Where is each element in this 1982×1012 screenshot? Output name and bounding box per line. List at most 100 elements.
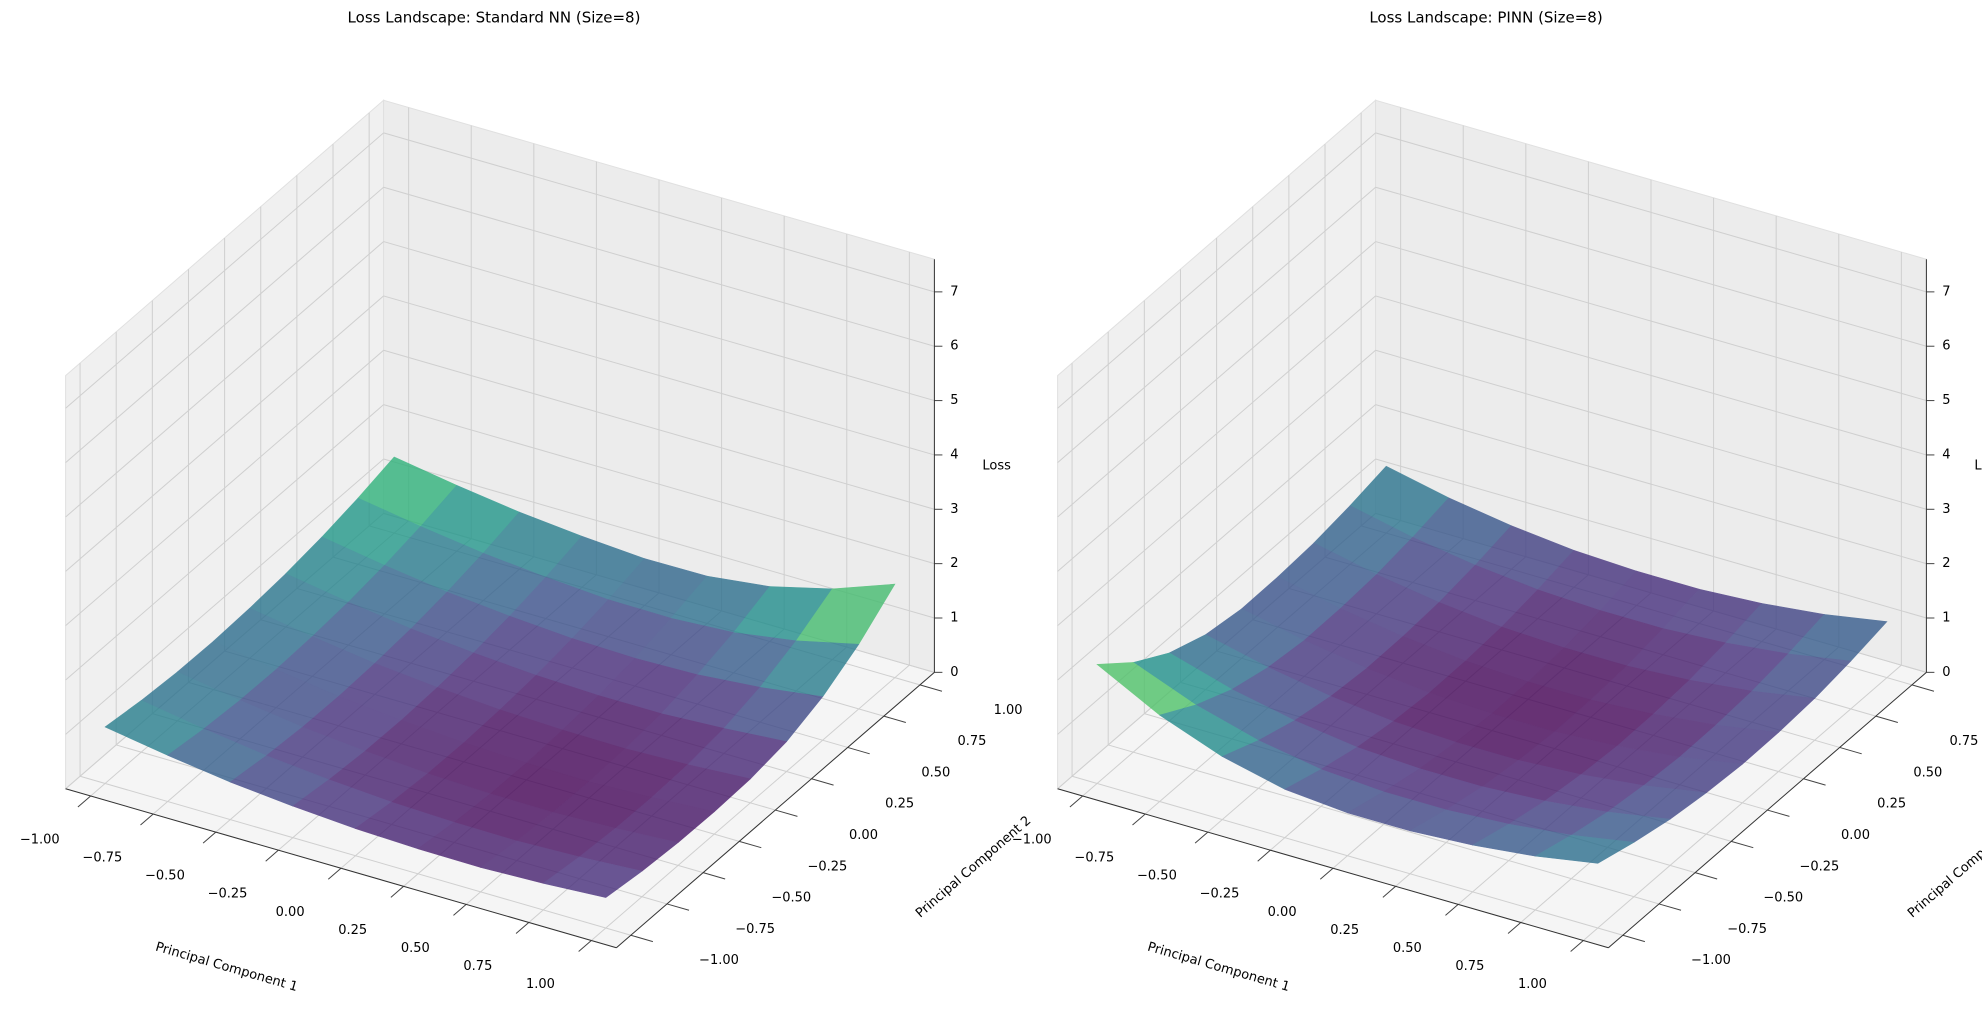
- subplot: −1.00 −0.75 −0.50 −0.25 0.00 0.25 0.50 0.75 1.00…: [1012, 9, 1982, 996]
- x-tick-label: −0.50: [1137, 869, 1177, 884]
- chart-title: Loss Landscape: Standard NN (Size=8): [348, 9, 641, 27]
- z-tick-label: 6: [1942, 339, 1950, 354]
- x-tick-mark: [1257, 849, 1271, 862]
- x-tick-label: −1.00: [20, 833, 60, 848]
- z-tick-label: 5: [1942, 393, 1950, 408]
- z-tick-label: 4: [1942, 447, 1950, 462]
- grid-line: [1375, 132, 1927, 293]
- y-tick-mark: [739, 840, 762, 849]
- grid-line: [1375, 241, 1927, 402]
- y-tick-label: 0.50: [921, 765, 950, 780]
- y-tick-mark: [811, 778, 834, 786]
- x-tick-label: −0.25: [208, 887, 248, 902]
- x-tick-label: −0.50: [145, 869, 185, 884]
- x-tick-label: 0.00: [276, 905, 305, 920]
- x-tick-mark: [578, 940, 592, 952]
- x-tick-label: −0.25: [1200, 887, 1240, 902]
- y-tick-label: 0.25: [1877, 797, 1906, 812]
- y-tick-mark: [1839, 746, 1862, 755]
- grid-line: [1375, 295, 1927, 456]
- z-tick-label: 2: [1942, 556, 1950, 571]
- surface: [104, 456, 896, 898]
- x-tick-mark: [1194, 831, 1209, 844]
- y-tick-label: −0.50: [1763, 891, 1803, 906]
- y-axis-label: Principal Component 2: [913, 813, 1034, 921]
- grid-line: [1375, 404, 1927, 565]
- x-axis-line: [1057, 788, 1609, 949]
- grid-line: [1057, 241, 1376, 518]
- y-tick-mark: [1658, 903, 1682, 911]
- y-tick-label: −0.25: [1799, 859, 1839, 874]
- y-tick-mark: [1622, 934, 1646, 943]
- y-tick-label: 0.00: [849, 828, 878, 843]
- y-tick-label: 0.50: [1913, 765, 1942, 780]
- y-tick-label: 0.75: [957, 734, 986, 749]
- y-tick-mark: [666, 903, 690, 911]
- x-tick-label: −0.75: [1074, 851, 1114, 866]
- grid-line: [1375, 458, 1927, 619]
- z-tick-label: 1: [1942, 610, 1950, 625]
- z-tick-label: 6: [950, 339, 958, 354]
- x-tick-label: −0.75: [82, 851, 122, 866]
- z-tick-label: 5: [950, 393, 958, 408]
- grid-line: [383, 186, 935, 347]
- surface-cell: [542, 856, 643, 898]
- y-tick-label: −0.75: [1727, 922, 1767, 937]
- z-axis-label: Loss: [982, 458, 1011, 473]
- y-tick-label: 0.25: [885, 797, 914, 812]
- x-tick-label: −1.00: [1012, 833, 1052, 848]
- x-tick-mark: [1319, 867, 1334, 880]
- x-tick-label: 1.00: [526, 977, 555, 992]
- grid-line: [1057, 186, 1376, 463]
- y-tick-mark: [1731, 840, 1754, 849]
- y-axis-label: Principal Component 2: [1905, 813, 1982, 921]
- x-tick-label: 0.50: [1393, 941, 1422, 956]
- x-tick-mark: [140, 813, 154, 826]
- grid-line: [383, 241, 935, 402]
- y-tick-mark: [702, 872, 726, 880]
- x-tick-label: 0.75: [1455, 959, 1484, 974]
- chart-title: Loss Landscape: PINN (Size=8): [1369, 9, 1602, 27]
- z-tick-label: 3: [950, 502, 958, 517]
- y-tick-mark: [883, 715, 906, 724]
- x-tick-mark: [1382, 885, 1396, 898]
- grid-line: [1057, 458, 1376, 735]
- grid-line: [383, 295, 935, 456]
- grid-line: [1108, 744, 1660, 905]
- y-tick-mark: [1875, 715, 1898, 724]
- grid-line: [1057, 349, 1376, 627]
- y-tick-mark: [1767, 809, 1790, 817]
- y-tick-mark: [1694, 872, 1718, 880]
- y-tick-label: 0.00: [1841, 828, 1870, 843]
- y-tick-mark: [1911, 684, 1935, 692]
- y-tick-mark: [1803, 778, 1826, 786]
- surface-cell: [1534, 834, 1635, 864]
- grid-line: [65, 458, 384, 735]
- z-tick-label: 1: [950, 610, 958, 625]
- z-tick-label: 7: [950, 284, 958, 299]
- x-tick-mark: [265, 849, 279, 862]
- z-tick-label: 0: [1942, 665, 1950, 680]
- y-tick-mark: [919, 684, 943, 692]
- z-axis-label: Loss: [1974, 458, 1982, 473]
- y-tick-mark: [630, 934, 654, 943]
- grid-line: [1071, 775, 1623, 936]
- x-tick-mark: [1132, 813, 1146, 826]
- x-tick-mark: [327, 867, 342, 880]
- x-tick-label: 0.50: [401, 941, 430, 956]
- x-tick-label: 1.00: [1518, 977, 1547, 992]
- grid-line: [383, 404, 935, 565]
- z-tick-label: 0: [950, 665, 958, 680]
- y-axis-line: [616, 671, 935, 949]
- x-tick-mark: [453, 904, 467, 916]
- grid-line: [1375, 349, 1927, 510]
- y-axis-line: [1608, 671, 1927, 949]
- grid-line: [65, 349, 384, 627]
- z-tick-label: 3: [1942, 502, 1950, 517]
- surface: [1096, 465, 1888, 864]
- x-tick-label: 0.25: [338, 923, 367, 938]
- grid-line: [65, 295, 384, 572]
- grid-line: [383, 349, 935, 510]
- grid-line: [65, 241, 384, 518]
